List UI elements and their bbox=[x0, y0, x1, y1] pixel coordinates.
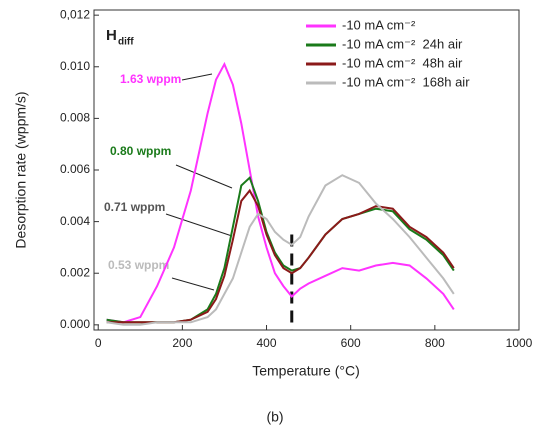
x-tick-label: 1000 bbox=[506, 336, 533, 350]
x-tick-label: 600 bbox=[341, 336, 361, 350]
y-tick-label: 0.002 bbox=[60, 265, 90, 279]
h-label: H bbox=[106, 27, 117, 44]
arrow bbox=[171, 277, 215, 291]
annotation: 1.63 wppm bbox=[120, 72, 181, 86]
y-tick-label: 0.000 bbox=[60, 317, 90, 331]
y-axis-label: Desorption rate (wppm/s) bbox=[13, 91, 29, 248]
y-tick-label: 0.006 bbox=[60, 162, 90, 176]
arrow bbox=[175, 164, 233, 189]
y-tick-label: 0.010 bbox=[60, 59, 90, 73]
legend-label: -10 mA cm⁻² 168h air bbox=[342, 74, 470, 89]
x-axis-label: Temperature (°C) bbox=[252, 363, 360, 379]
y-tick-label: 0.008 bbox=[60, 111, 90, 125]
annotation: 0.53 wppm bbox=[108, 258, 169, 272]
series-line bbox=[106, 188, 455, 324]
h-sub: diff bbox=[118, 37, 134, 48]
arrow bbox=[181, 73, 213, 81]
legend-label: -10 mA cm⁻² 48h air bbox=[342, 55, 463, 70]
legend-label: -10 mA cm⁻² 24h air bbox=[342, 36, 463, 51]
y-tick-label: 0.004 bbox=[60, 214, 90, 228]
x-tick-label: 0 bbox=[95, 336, 102, 350]
x-tick-label: 200 bbox=[172, 336, 192, 350]
annotation: 0.71 wppm bbox=[104, 200, 165, 214]
caption: (b) bbox=[266, 409, 283, 425]
y-tick-label: 0,012 bbox=[60, 7, 90, 21]
x-tick-label: 800 bbox=[425, 336, 445, 350]
annotation: 0.80 wppm bbox=[110, 144, 171, 158]
x-tick-label: 400 bbox=[257, 336, 277, 350]
series-line bbox=[106, 174, 455, 326]
series-line bbox=[106, 61, 455, 324]
arrow bbox=[165, 213, 233, 237]
legend-label: -10 mA cm⁻² bbox=[342, 17, 416, 32]
